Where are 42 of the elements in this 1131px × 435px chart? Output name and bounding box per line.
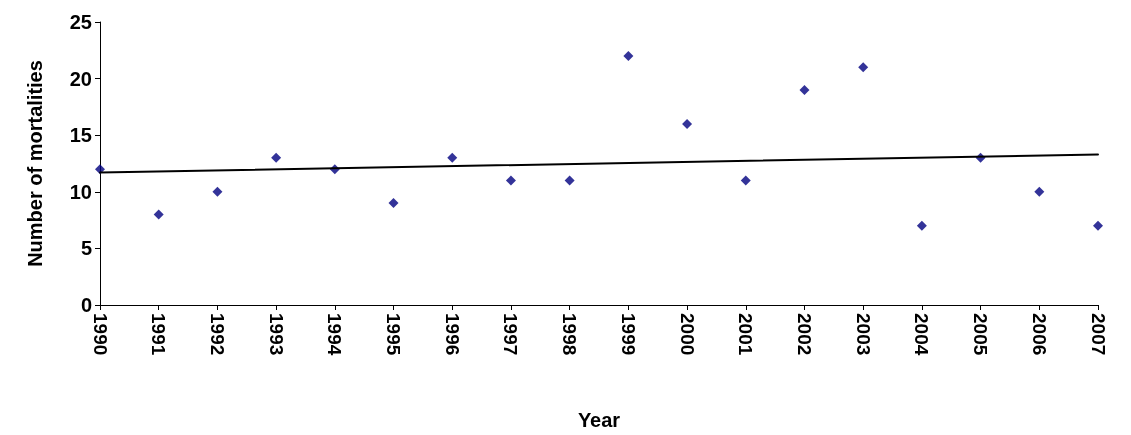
point [1034, 186, 1045, 197]
point [153, 209, 164, 220]
x-axis-title: Year [577, 409, 621, 431]
y-tick-label: 0 [80, 294, 92, 316]
y-tick-label: 5 [80, 237, 92, 260]
x-tick-label: 2001 [735, 313, 757, 356]
x-tick-label: 1997 [500, 313, 522, 356]
point [447, 152, 458, 163]
point [505, 175, 516, 186]
x-tick-label: 2000 [676, 313, 698, 356]
x-tick-label: 1998 [559, 313, 581, 356]
point [1093, 220, 1103, 231]
point [858, 62, 869, 73]
x-tick-label: 1992 [206, 313, 228, 356]
x-tick-label: 1999 [617, 313, 639, 356]
x-tick-label: 1995 [383, 313, 405, 356]
point [388, 198, 399, 209]
point [623, 50, 634, 61]
point [740, 175, 751, 186]
y-axis-title: Number of mortalities [24, 60, 46, 267]
y-tick-label: 20 [69, 67, 92, 90]
x-tick-label: 1993 [265, 313, 287, 356]
point [212, 186, 223, 197]
x-tick-label: 1990 [89, 313, 111, 356]
x-tick-label: 2005 [970, 313, 992, 356]
point [682, 118, 693, 129]
point [799, 84, 810, 95]
y-tick-label: 25 [69, 11, 92, 33]
point [95, 164, 105, 175]
point [564, 175, 575, 186]
x-tick-label: 2007 [1087, 313, 1109, 356]
x-tick-label: 1994 [324, 313, 346, 356]
x-tick-label: 2004 [911, 313, 933, 356]
x-tick-label: 1991 [148, 313, 170, 356]
y-tick-label: 10 [69, 180, 92, 203]
x-tick-label: 2003 [852, 313, 874, 356]
point [916, 220, 927, 231]
y-tick-label: 15 [69, 124, 92, 147]
x-tick-label: 2006 [1028, 313, 1050, 356]
point [271, 152, 282, 163]
x-tick-label: 2002 [793, 313, 815, 356]
x-tick-label: 1996 [441, 313, 463, 356]
